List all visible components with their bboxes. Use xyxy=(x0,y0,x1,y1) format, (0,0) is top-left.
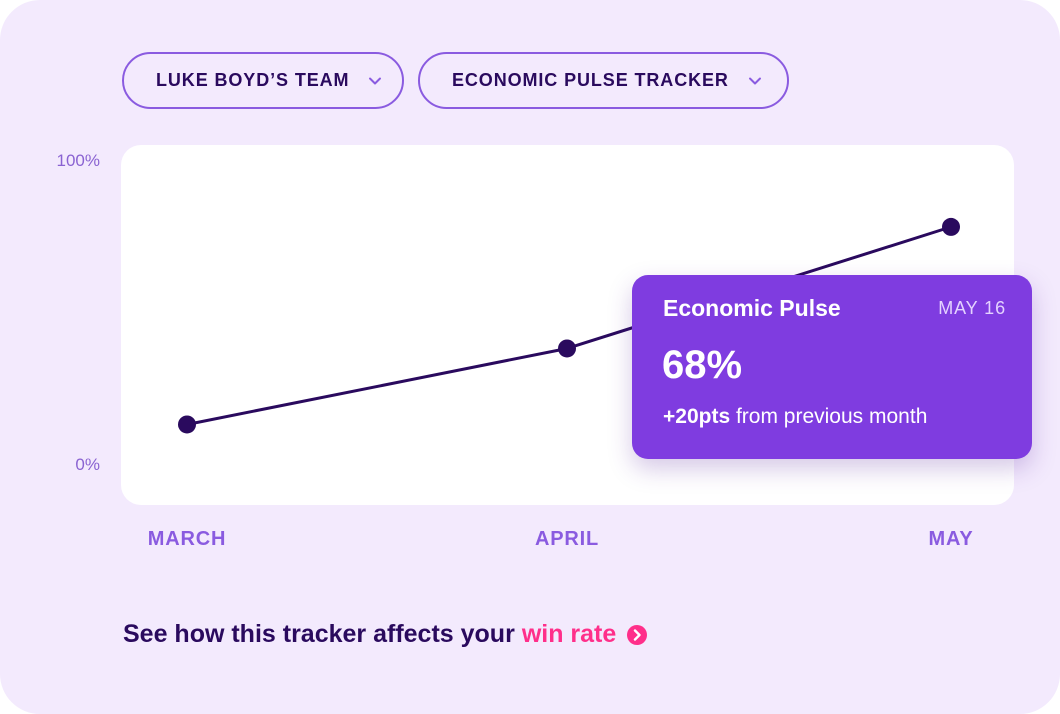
tooltip-change-points: +20pts xyxy=(663,405,731,428)
chevron-down-icon xyxy=(748,77,761,84)
y-tick-max: 100% xyxy=(56,151,100,170)
win-rate-link[interactable]: win rate xyxy=(521,620,617,648)
team-dropdown-label: LUKE BOYD’S TEAM xyxy=(156,70,350,90)
x-tick-label: MAY xyxy=(928,528,974,550)
tracker-dropdown-label: ECONOMIC PULSE TRACKER xyxy=(452,70,729,90)
tooltip-value: 68% xyxy=(662,343,743,387)
cta-text: See how this tracker affects your xyxy=(123,620,515,648)
tooltip-date: MAY 16 xyxy=(938,298,1006,318)
chevron-right-circle-icon[interactable] xyxy=(626,624,648,646)
tooltip-change: +20pts from previous month xyxy=(663,405,927,429)
tooltip-change-text: from previous month xyxy=(730,405,928,428)
team-dropdown[interactable]: LUKE BOYD’S TEAM xyxy=(122,52,404,109)
chevron-down-icon xyxy=(369,77,382,84)
cta-line: See how this tracker affects your win ra… xyxy=(123,620,648,649)
y-tick-min: 0% xyxy=(75,455,100,474)
x-tick-label: MARCH xyxy=(147,528,227,550)
data-tooltip: Economic Pulse MAY 16 68% +20pts from pr… xyxy=(632,275,1032,459)
x-tick-label: APRIL xyxy=(535,528,599,550)
tooltip-title: Economic Pulse xyxy=(663,295,841,321)
tracker-dropdown[interactable]: ECONOMIC PULSE TRACKER xyxy=(418,52,789,109)
